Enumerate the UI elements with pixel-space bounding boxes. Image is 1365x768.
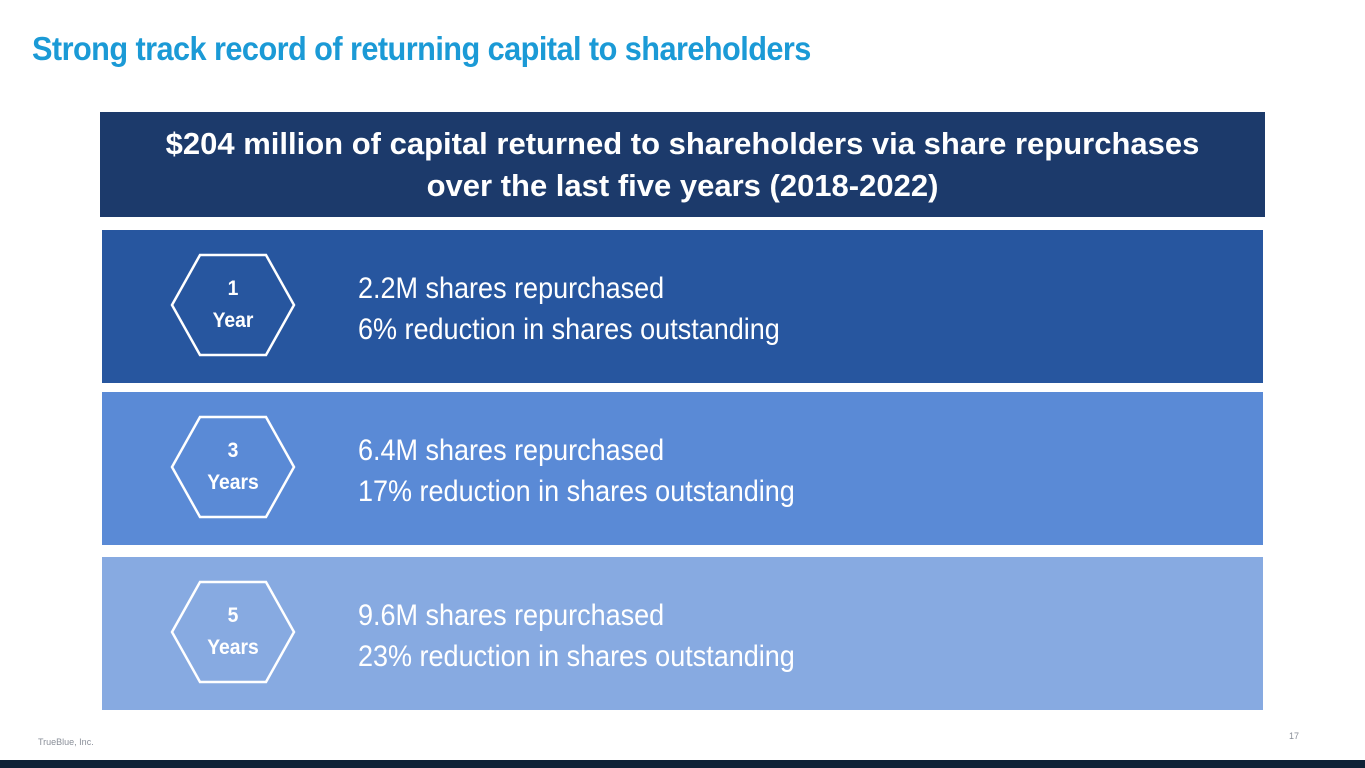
badge-unit: Year	[212, 309, 254, 332]
shares-repurchased: 6.4M shares repurchased	[358, 434, 665, 467]
badge-number: 1	[227, 277, 239, 300]
hexagon-badge: 5 Years	[170, 580, 296, 684]
page-title: Strong track record of returning capital…	[32, 30, 811, 67]
hexagon-icon	[170, 253, 296, 357]
footer-company: TrueBlue, Inc.	[38, 737, 94, 747]
row-description: 2.2M shares repurchased 6% reduction in …	[358, 268, 780, 350]
shares-reduction: 23% reduction in shares outstanding	[358, 640, 795, 673]
bottom-bar	[0, 760, 1365, 768]
shares-repurchased: 2.2M shares repurchased	[358, 272, 665, 305]
hexagon-icon	[170, 580, 296, 684]
shares-reduction: 6% reduction in shares outstanding	[358, 313, 780, 346]
row-description: 6.4M shares repurchased 17% reduction in…	[358, 430, 795, 512]
banner-line-2: over the last five years (2018-2022)	[426, 167, 939, 203]
shares-repurchased: 9.6M shares repurchased	[358, 599, 665, 632]
shares-reduction: 17% reduction in shares outstanding	[358, 475, 795, 508]
summary-banner: $204 million of capital returned to shar…	[100, 112, 1265, 217]
badge-unit: Years	[207, 471, 259, 494]
banner-line-1: $204 million of capital returned to shar…	[165, 125, 1200, 161]
badge-number: 3	[227, 439, 239, 462]
page-number: 17	[1289, 731, 1300, 741]
row-description: 9.6M shares repurchased 23% reduction in…	[358, 595, 795, 677]
hexagon-icon	[170, 415, 296, 519]
hexagon-badge: 1 Year	[170, 253, 296, 357]
period-row-1-year: 1 Year 2.2M shares repurchased 6% reduct…	[102, 230, 1263, 383]
badge-number: 5	[227, 604, 239, 627]
badge-unit: Years	[207, 636, 259, 659]
period-row-3-years: 3 Years 6.4M shares repurchased 17% redu…	[102, 392, 1263, 545]
hexagon-badge: 3 Years	[170, 415, 296, 519]
period-row-5-years: 5 Years 9.6M shares repurchased 23% redu…	[102, 557, 1263, 710]
